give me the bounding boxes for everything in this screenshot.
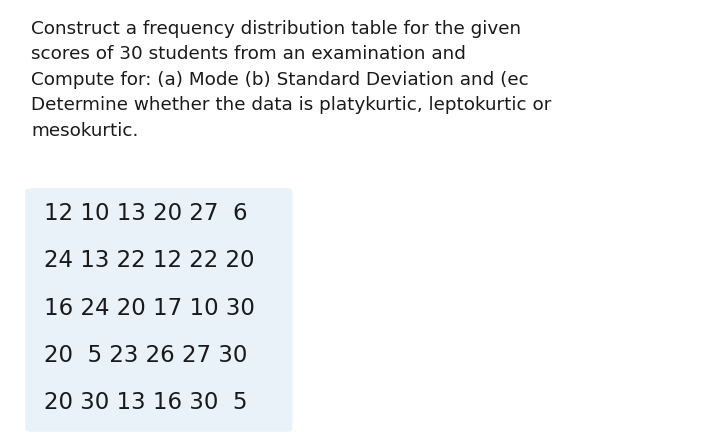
Text: 20 30 13 16 30  5: 20 30 13 16 30 5 — [44, 391, 248, 414]
Text: 16 24 20 17 10 30: 16 24 20 17 10 30 — [44, 297, 255, 320]
Text: 12 10 13 20 27  6: 12 10 13 20 27 6 — [44, 202, 248, 225]
Text: Determine whether the data is platykurtic, leptokurtic or: Determine whether the data is platykurti… — [31, 96, 552, 114]
Text: mesokurtic.: mesokurtic. — [31, 122, 138, 140]
Text: Compute for: (a) Mode (b) Standard Deviation and (ec: Compute for: (a) Mode (b) Standard Devia… — [31, 71, 528, 89]
Text: 24 13 22 12 22 20: 24 13 22 12 22 20 — [44, 249, 254, 273]
FancyBboxPatch shape — [25, 188, 292, 432]
Text: Construct a frequency distribution table for the given: Construct a frequency distribution table… — [31, 20, 521, 38]
Text: scores of 30 students from an examination and: scores of 30 students from an examinatio… — [31, 45, 466, 63]
Text: 20  5 23 26 27 30: 20 5 23 26 27 30 — [44, 344, 247, 367]
